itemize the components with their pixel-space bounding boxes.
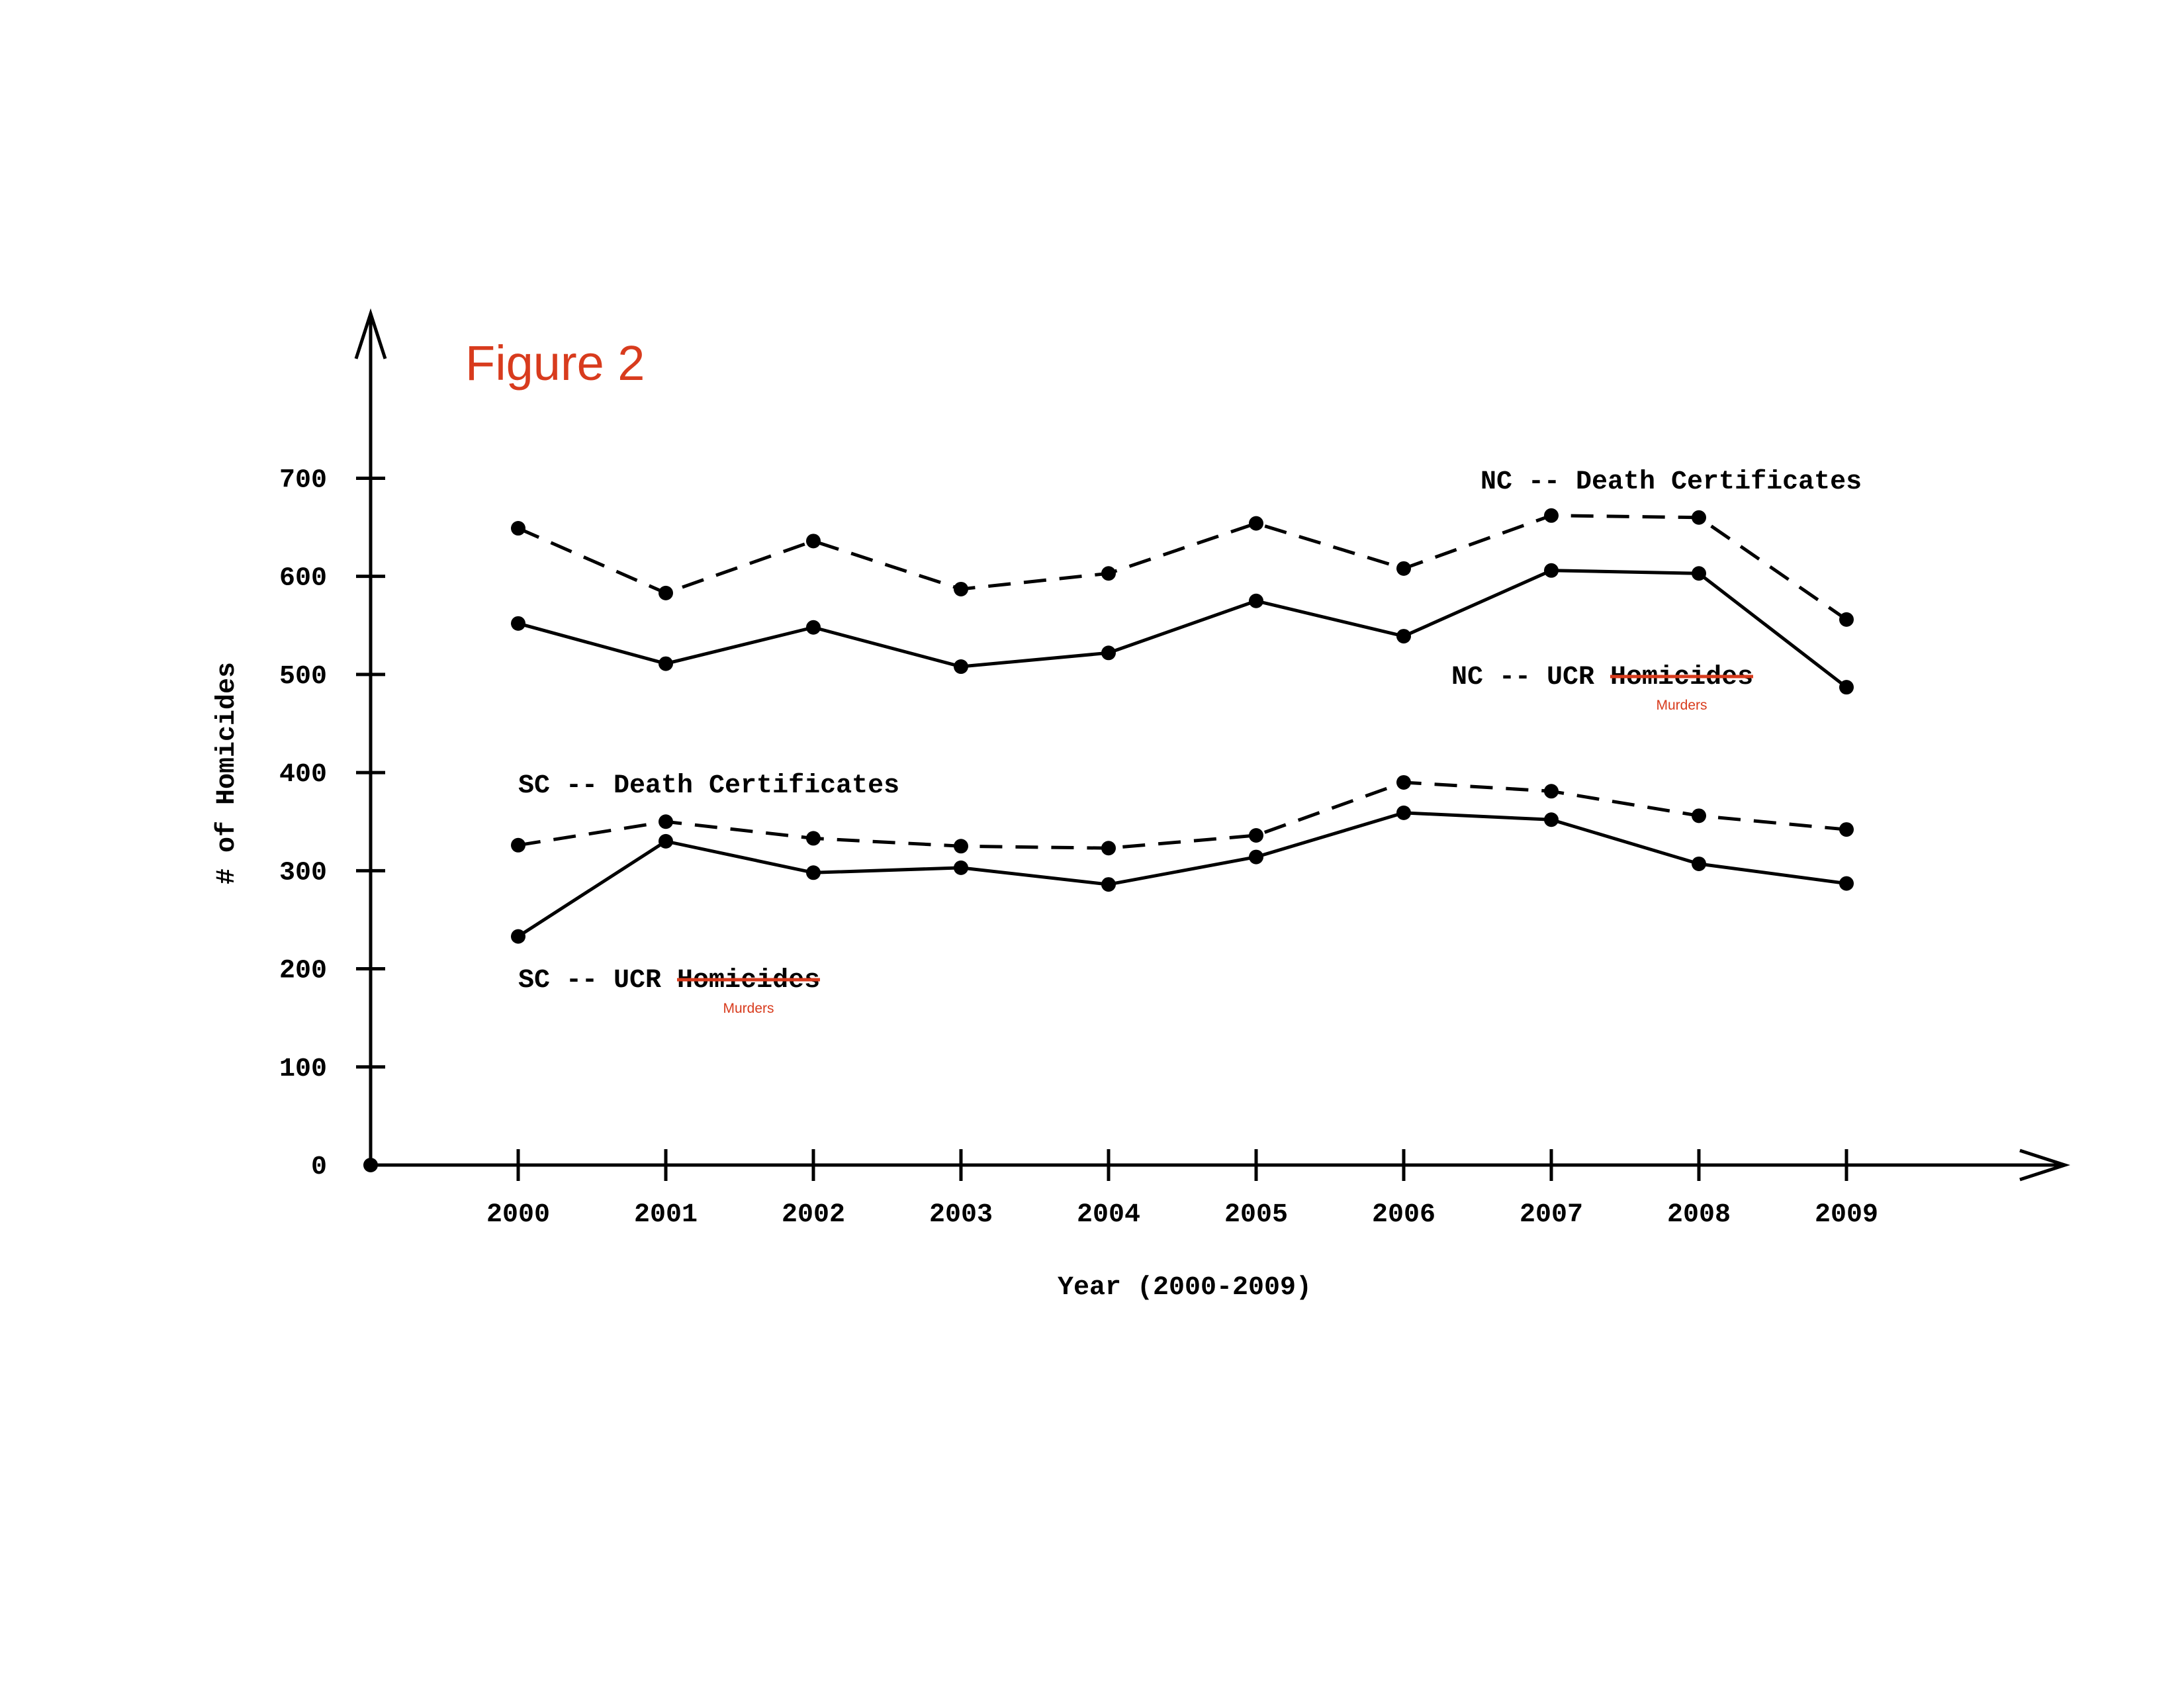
y-tick-label: 600 <box>279 564 327 594</box>
data-point <box>1101 841 1116 856</box>
data-point <box>954 839 968 854</box>
data-point <box>1692 856 1706 871</box>
data-point <box>1692 808 1706 823</box>
data-point <box>659 814 673 829</box>
y-tick-label: 100 <box>279 1055 327 1084</box>
data-point <box>806 620 821 635</box>
series-labels: NC -- Death Certificates NC -- UCR Homici… <box>518 467 1862 1016</box>
series-label-prefix: SC -- UCR <box>518 966 677 996</box>
series-line <box>518 780 1847 850</box>
series-3 <box>511 805 1854 944</box>
series-label-prefix: SC -- Death Certificates <box>518 771 899 801</box>
series-label-text: SC -- Death Certificates <box>518 771 899 801</box>
series-label-prefix: NC -- UCR <box>1451 663 1610 692</box>
data-point <box>806 865 821 880</box>
data-point <box>1692 510 1706 525</box>
y-axis-label: # of Homicides <box>212 662 242 884</box>
axes <box>354 308 2071 1182</box>
data-point <box>1544 784 1559 799</box>
data-point <box>511 521 525 536</box>
data-point <box>659 833 673 849</box>
x-axis-ticks: 2000 2001 2002 2003 2004 2005 2006 2007 2008 2009 <box>486 1149 1878 1230</box>
data-point <box>806 831 821 846</box>
series-label-0: NC -- Death Certificates <box>1480 467 1862 497</box>
data-point <box>511 616 525 631</box>
data-point <box>806 534 821 549</box>
data-point <box>1101 877 1116 892</box>
correction-text: Murders <box>723 1001 774 1016</box>
series-2 <box>511 774 1854 856</box>
data-point <box>1544 812 1559 827</box>
data-point <box>1249 849 1263 865</box>
x-tick-label: 2005 <box>1224 1200 1288 1230</box>
series-1 <box>511 563 1854 695</box>
series-line <box>517 811 1847 938</box>
data-point <box>511 837 525 853</box>
x-tick-label: 2008 <box>1667 1200 1731 1230</box>
data-point <box>1839 876 1854 891</box>
series-label-text: NC -- Death Certificates <box>1480 467 1862 497</box>
y-tick-label: 400 <box>279 760 327 790</box>
data-point <box>1839 680 1854 695</box>
data-point <box>954 581 968 596</box>
data-point <box>1839 822 1854 837</box>
y-tick-label: 500 <box>279 662 327 692</box>
x-tick-label: 2007 <box>1520 1200 1583 1230</box>
data-point <box>511 929 525 944</box>
series-0 <box>511 508 1854 627</box>
series-line <box>517 514 1848 621</box>
x-tick-label: 2001 <box>634 1200 698 1230</box>
data-point <box>659 585 673 600</box>
y-tick-label: 0 <box>311 1152 327 1182</box>
data-point <box>1839 612 1854 627</box>
data-point <box>1396 805 1411 820</box>
data-point <box>954 659 968 675</box>
correction-text: Murders <box>1656 698 1707 713</box>
data-point <box>1396 774 1411 790</box>
x-tick-label: 2004 <box>1077 1200 1140 1230</box>
x-tick-label: 2006 <box>1372 1200 1435 1230</box>
data-point <box>1544 563 1559 578</box>
series-label-prefix: NC -- Death Certificates <box>1480 467 1862 497</box>
data-point <box>1396 629 1411 644</box>
data-point <box>1692 566 1706 581</box>
x-tick-label: 2003 <box>929 1200 993 1230</box>
y-tick-label: 700 <box>279 465 327 495</box>
data-point <box>1396 561 1411 576</box>
y-axis-ticks: 0 100 200 300 400 500 600 700 <box>279 465 385 1182</box>
data-point <box>659 656 673 671</box>
data-point <box>1249 827 1263 843</box>
x-axis-label: Year (2000-2009) <box>1058 1273 1312 1303</box>
x-tick-label: 2002 <box>782 1200 845 1230</box>
y-tick-label: 200 <box>279 957 327 986</box>
data-point <box>1249 593 1263 608</box>
series-line <box>518 569 1848 689</box>
x-tick-label: 2000 <box>486 1200 550 1230</box>
origin-point <box>363 1158 378 1172</box>
x-tick-label: 2009 <box>1815 1200 1878 1230</box>
data-point <box>1101 645 1116 661</box>
data-point <box>954 860 968 875</box>
x-axis-arrowhead <box>2019 1149 2071 1182</box>
series-label-2: SC -- Death Certificates <box>518 771 899 801</box>
y-tick-label: 300 <box>279 858 327 888</box>
data-point <box>1544 508 1559 523</box>
data-point <box>1249 516 1263 531</box>
series-layer <box>511 508 1854 944</box>
chart-title: Figure 2 <box>465 336 645 391</box>
y-axis-arrowhead <box>354 308 387 359</box>
data-point <box>1101 566 1116 581</box>
